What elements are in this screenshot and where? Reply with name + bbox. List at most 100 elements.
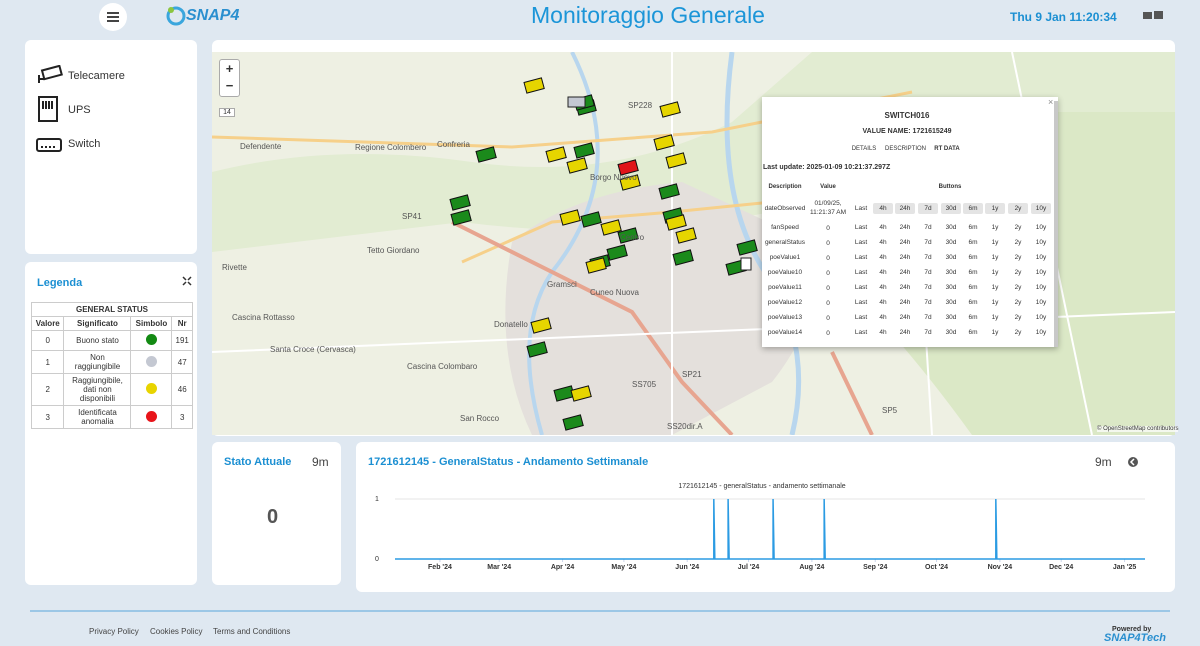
popup-button[interactable]: 1y <box>985 252 1005 263</box>
popup-button[interactable]: 6m <box>963 237 983 248</box>
menu-button[interactable] <box>99 3 127 31</box>
popup-button[interactable]: 4h <box>873 252 893 263</box>
popup-button[interactable]: 2y <box>1008 282 1028 293</box>
popup-button[interactable]: 10y <box>1031 252 1051 263</box>
popup-button[interactable]: 24h <box>895 237 915 248</box>
popup-button[interactable]: 6m <box>963 267 983 278</box>
popup-button[interactable]: 30d <box>941 267 961 278</box>
popup-button[interactable]: 30d <box>941 327 961 338</box>
footer-link[interactable]: Privacy Policy <box>89 627 139 636</box>
popup-close[interactable]: × <box>1048 97 1053 107</box>
popup-button[interactable]: 7d <box>918 252 938 263</box>
popup-button[interactable]: 1y <box>985 282 1005 293</box>
popup-button[interactable]: 6m <box>963 282 983 293</box>
popup-button[interactable]: 4h <box>873 267 893 278</box>
zoom-out[interactable]: − <box>220 78 239 93</box>
popup-button[interactable]: 2y <box>1008 237 1028 248</box>
popup-button[interactable]: 6m <box>963 327 983 338</box>
popup-button[interactable]: 24h <box>895 282 915 293</box>
popup-button[interactable]: 7d <box>918 327 938 338</box>
popup-button[interactable]: 1y <box>985 203 1005 214</box>
popup-button[interactable]: 24h <box>895 252 915 263</box>
popup-button[interactable]: 30d <box>941 312 961 323</box>
popup-button[interactable]: 2y <box>1008 327 1028 338</box>
popup-button[interactable]: 30d <box>941 203 961 214</box>
popup-button[interactable]: 7d <box>918 282 938 293</box>
popup-button[interactable]: Last <box>851 282 871 293</box>
brand: SNAP4Tech <box>1104 632 1166 644</box>
popup-button[interactable]: 1y <box>985 267 1005 278</box>
popup-button[interactable]: Last <box>851 327 871 338</box>
popup-button[interactable]: 4h <box>873 222 893 233</box>
zoom-in[interactable]: + <box>220 61 239 76</box>
popup-button[interactable]: 7d <box>918 222 938 233</box>
popup-tab[interactable]: DETAILS <box>844 146 884 152</box>
menu-item[interactable]: Switch <box>68 138 100 150</box>
popup-button[interactable]: 4h <box>873 203 893 214</box>
popup-button[interactable]: 1y <box>985 297 1005 308</box>
popup-button[interactable]: 4h <box>873 282 893 293</box>
popup-button[interactable]: Last <box>851 237 871 248</box>
popup-button[interactable]: 30d <box>941 297 961 308</box>
popup-tab[interactable]: DESCRIPTION <box>885 146 925 152</box>
popup-button[interactable]: 7d <box>918 237 938 248</box>
popup-button[interactable]: 30d <box>941 282 961 293</box>
place-label: Santa Croce (Cervasca) <box>270 345 356 354</box>
popup-button[interactable]: 2y <box>1008 267 1028 278</box>
popup-button[interactable]: 30d <box>941 237 961 248</box>
expand-icon[interactable] <box>182 276 192 286</box>
legend-count: 3 <box>172 406 193 429</box>
menu-item[interactable]: Telecamere <box>68 70 125 82</box>
popup-button[interactable]: 4h <box>873 327 893 338</box>
popup-button[interactable]: Last <box>851 267 871 278</box>
popup-button[interactable]: 6m <box>963 312 983 323</box>
popup-button[interactable]: 1y <box>985 237 1005 248</box>
popup-button[interactable]: 10y <box>1031 203 1051 214</box>
popup-button[interactable]: 10y <box>1031 282 1051 293</box>
popup-button[interactable]: 1y <box>985 312 1005 323</box>
popup-button[interactable]: 30d <box>941 252 961 263</box>
popup-button[interactable]: 24h <box>895 203 915 214</box>
popup-button[interactable]: 10y <box>1031 312 1051 323</box>
scrollbar[interactable] <box>1054 101 1058 347</box>
popup-button[interactable]: 1y <box>985 222 1005 233</box>
popup-button[interactable]: 2y <box>1008 312 1028 323</box>
popup-button[interactable]: 10y <box>1031 297 1051 308</box>
popup-button[interactable]: 6m <box>963 252 983 263</box>
popup-button[interactable]: 24h <box>895 297 915 308</box>
popup-button[interactable]: 24h <box>895 327 915 338</box>
popup-button[interactable]: 6m <box>963 297 983 308</box>
popup-button[interactable]: 7d <box>918 267 938 278</box>
popup-tab[interactable]: RT DATA <box>927 146 967 152</box>
popup-button[interactable]: 7d <box>918 203 938 214</box>
popup-button[interactable]: 10y <box>1031 237 1051 248</box>
menu-item[interactable]: UPS <box>68 104 91 116</box>
popup-button[interactable]: 10y <box>1031 267 1051 278</box>
popup-button[interactable]: 24h <box>895 222 915 233</box>
popup-button[interactable]: 2y <box>1008 297 1028 308</box>
popup-button[interactable]: 10y <box>1031 222 1051 233</box>
popup-button[interactable]: Last <box>851 222 871 233</box>
popup-button[interactable]: 2y <box>1008 252 1028 263</box>
popup-button[interactable]: 7d <box>918 312 938 323</box>
popup-button[interactable]: 24h <box>895 312 915 323</box>
popup-button[interactable]: Last <box>851 297 871 308</box>
popup-button[interactable]: Last <box>851 312 871 323</box>
footer-link[interactable]: Cookies Policy <box>150 627 202 636</box>
screen-icon[interactable] <box>1143 11 1165 21</box>
popup-button[interactable]: 30d <box>941 222 961 233</box>
popup-button[interactable]: Last <box>851 203 871 214</box>
popup-button[interactable]: 7d <box>918 297 938 308</box>
popup-button[interactable]: 4h <box>873 297 893 308</box>
popup-button[interactable]: 2y <box>1008 203 1028 214</box>
popup-button[interactable]: 2y <box>1008 222 1028 233</box>
footer-link[interactable]: Terms and Conditions <box>213 627 290 636</box>
popup-button[interactable]: 1y <box>985 327 1005 338</box>
popup-button[interactable]: 4h <box>873 312 893 323</box>
popup-button[interactable]: 6m <box>963 203 983 214</box>
popup-button[interactable]: Last <box>851 252 871 263</box>
popup-button[interactable]: 4h <box>873 237 893 248</box>
popup-button[interactable]: 24h <box>895 267 915 278</box>
popup-button[interactable]: 10y <box>1031 327 1051 338</box>
popup-button[interactable]: 6m <box>963 222 983 233</box>
